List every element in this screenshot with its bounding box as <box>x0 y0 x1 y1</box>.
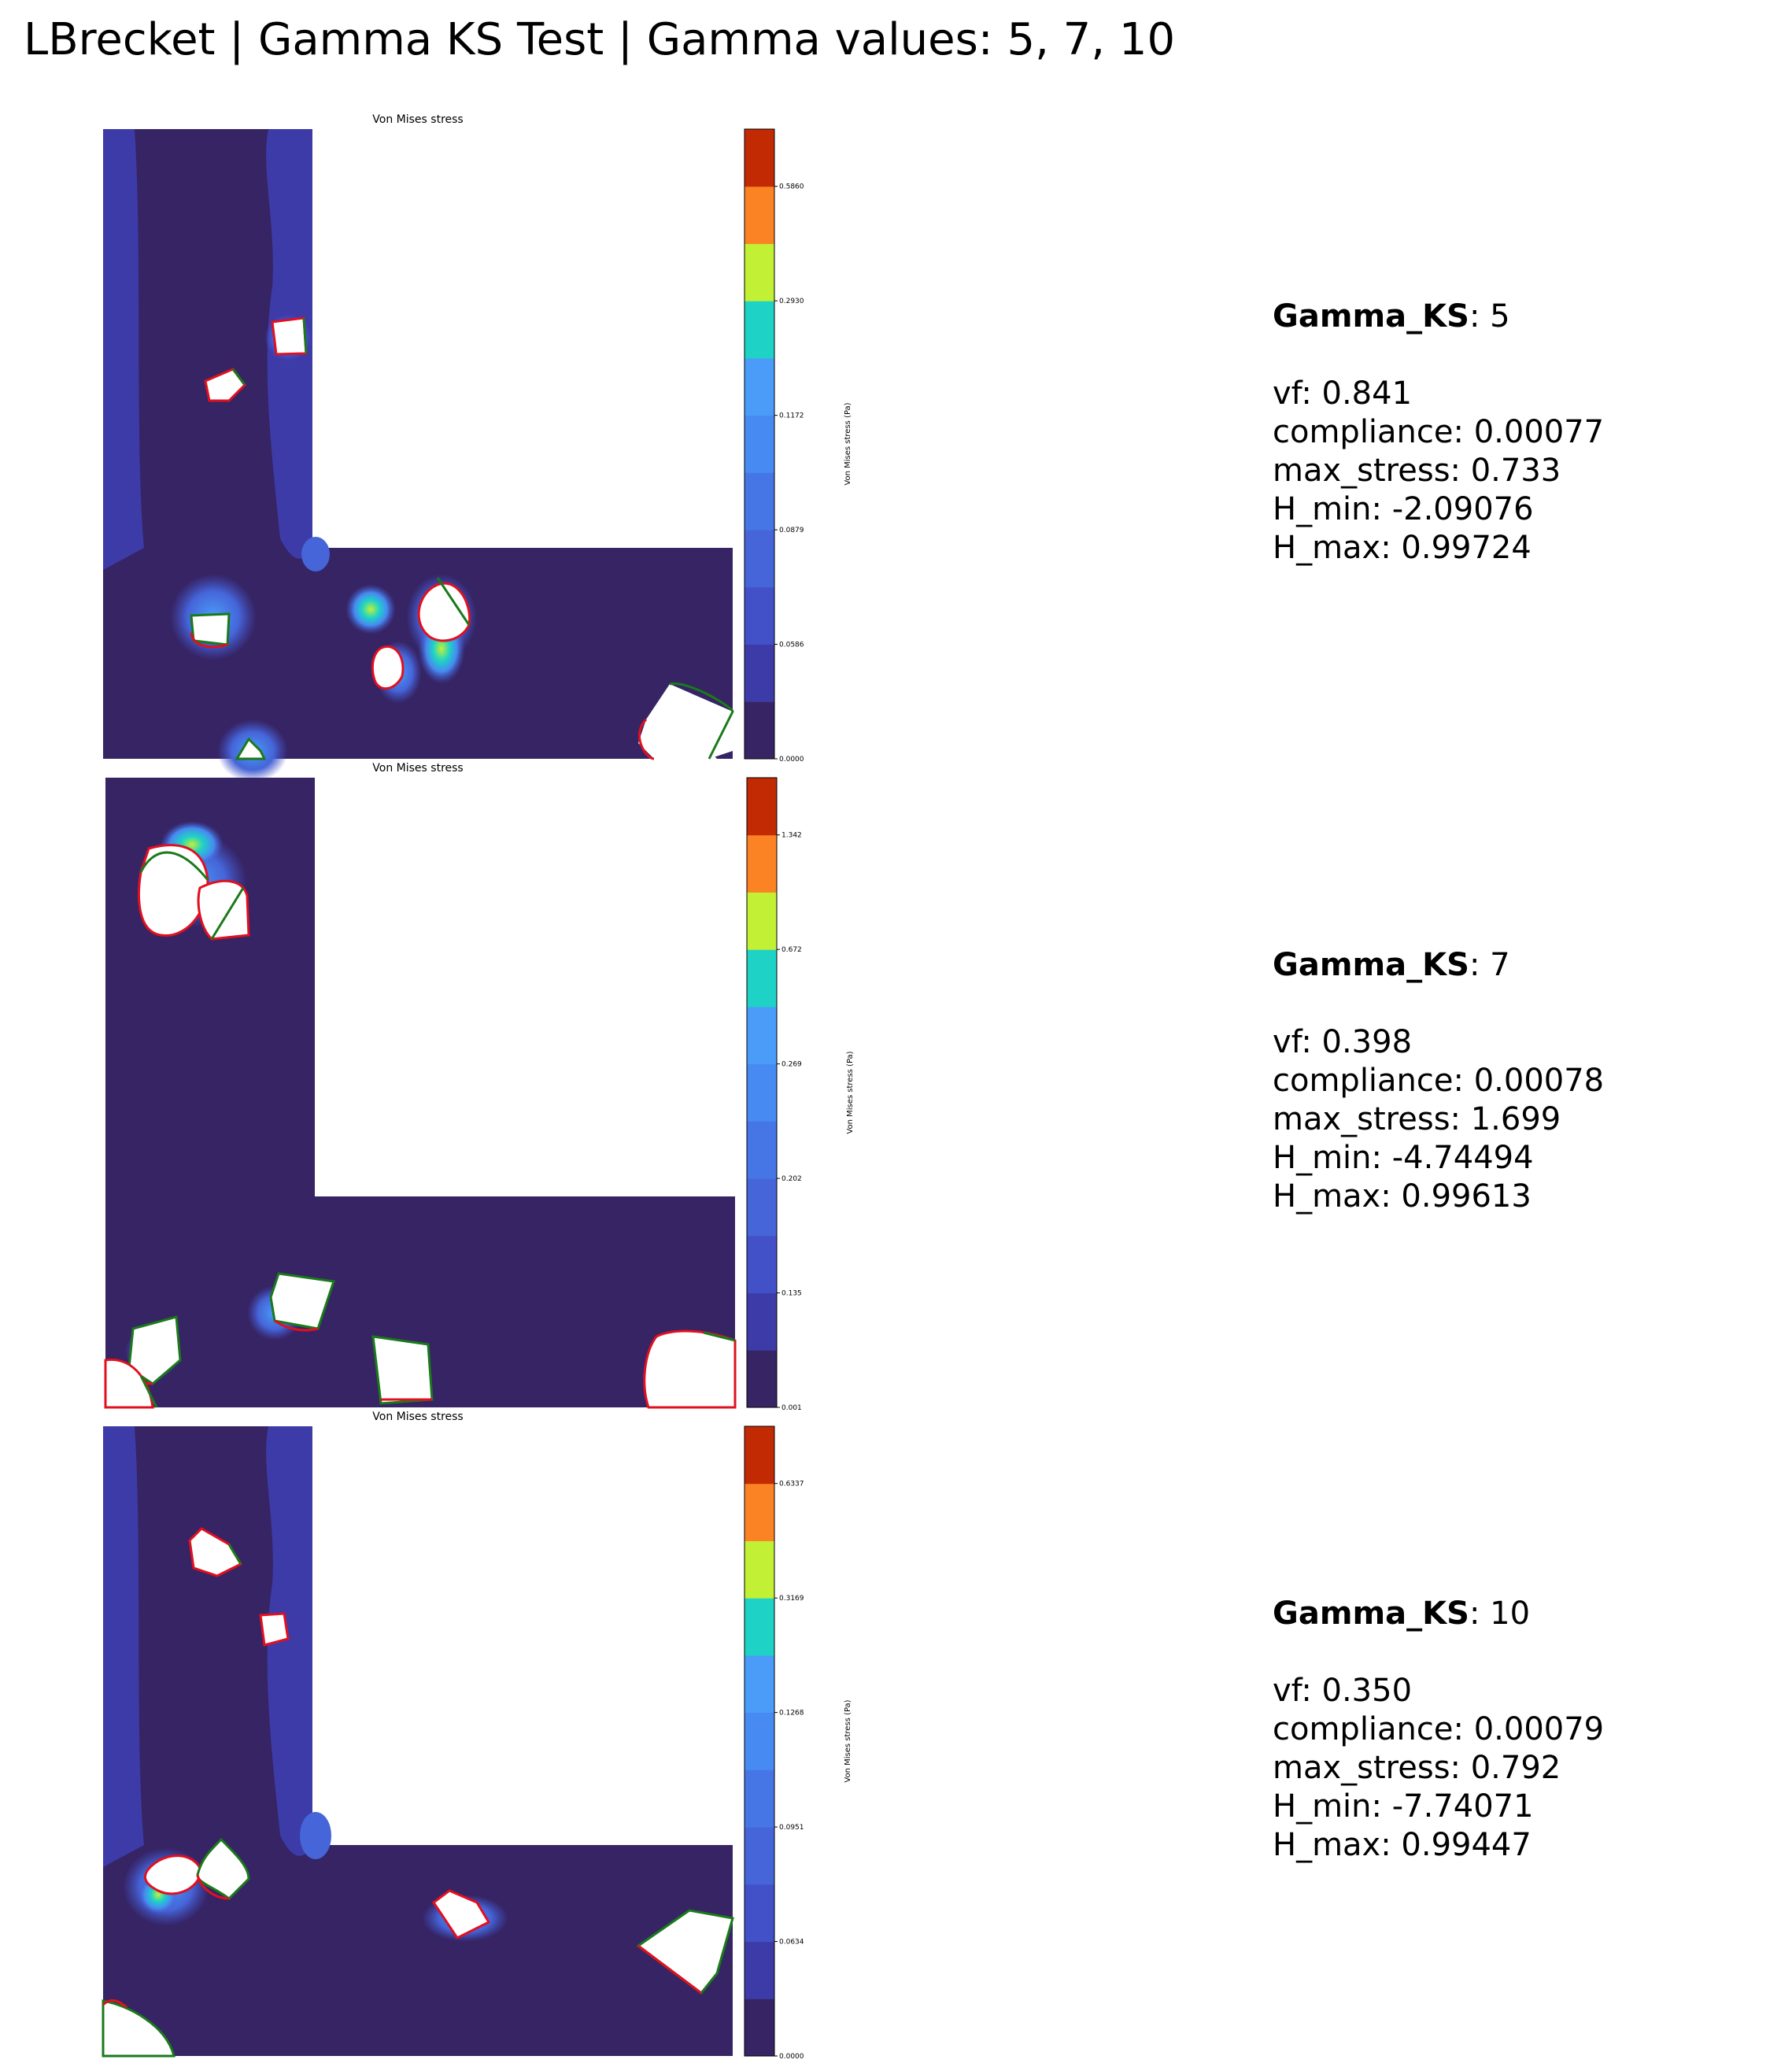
colorbar-tick-label: 0.135 <box>781 1290 802 1298</box>
colorbar-axis-label: Von Mises stress (Pa) <box>844 1699 852 1782</box>
gamma-label-3: Gamma_KS <box>1273 1596 1469 1632</box>
stat-max-stress-1: max_stress: 0.733 <box>1273 453 1561 489</box>
colorbar-band <box>745 243 774 301</box>
colorbar-band <box>745 472 774 531</box>
colorbar-band <box>747 1292 777 1351</box>
stat-compliance-3: compliance: 0.00079 <box>1273 1711 1605 1747</box>
colorbar-tick-label: 0.0951 <box>779 1824 804 1832</box>
colorbar-band <box>745 701 774 760</box>
colorbar-tick-label: 0.202 <box>781 1175 802 1183</box>
colorbar-tick-label: 0.0879 <box>779 527 804 534</box>
colorbar-band <box>745 357 774 416</box>
colorbar-tick-label: 0.001 <box>781 1404 802 1412</box>
plot-title-1: Von Mises stress <box>372 113 464 126</box>
colorbar-frame <box>744 128 775 760</box>
colorbar-band <box>745 186 774 244</box>
colorbar-axis-label: Von Mises stress (Pa) <box>844 402 852 485</box>
stat-vf-2: vf: 0.398 <box>1273 1024 1413 1060</box>
colorbar-2: 0.001 0.135 0.202 0.269 0.672 1.342 Von Mises … <box>746 777 855 1412</box>
colorbar-tick-label: 0.3169 <box>779 1595 804 1603</box>
colorbar-tick-label: 0.6337 <box>779 1481 804 1488</box>
colorbar-tick-label: 1.342 <box>781 832 802 840</box>
l-bracket-domain <box>105 778 735 1407</box>
stat-vf-3: vf: 0.350 <box>1273 1673 1413 1709</box>
colorbar-tick-label: 0.0586 <box>779 642 804 649</box>
colorbar-band <box>745 1884 774 1943</box>
stats-block-2: Gamma_KS: 7 vf: 0.398 compliance: 0.0007… <box>1273 946 1604 1216</box>
colorbar-band <box>745 586 774 645</box>
colorbar-3: 0.0000 0.0634 0.0951 0.1268 0.3169 0.6337 Von … <box>744 1425 852 2061</box>
colorbar-frame <box>746 777 778 1408</box>
colorbar-band <box>745 530 774 588</box>
colorbar-band <box>745 129 774 187</box>
stat-max-stress-2: max_stress: 1.699 <box>1273 1101 1561 1137</box>
gamma-value-3: : 10 <box>1469 1596 1531 1632</box>
plot-title-2: Von Mises stress <box>372 762 464 775</box>
colorbar-tick-label: 0.2930 <box>779 298 804 305</box>
colorbar-band <box>747 949 777 1008</box>
l-bracket-domain <box>103 129 733 759</box>
stat-h-max-1: H_max: 0.99724 <box>1273 530 1532 566</box>
colorbar-band <box>747 778 777 836</box>
stats-block-3: Gamma_KS: 10 vf: 0.350 compliance: 0.000… <box>1273 1595 1604 1865</box>
colorbar-band <box>747 1178 777 1237</box>
stat-compliance-2: compliance: 0.00078 <box>1273 1063 1605 1099</box>
colorbar-tick-label: 0.269 <box>781 1061 802 1069</box>
colorbar-band <box>747 1350 777 1408</box>
colorbar-band <box>745 1827 774 1885</box>
colorbar-band <box>745 1598 774 1656</box>
colorbar-band <box>745 644 774 702</box>
colorbar-tick-label: 0.0000 <box>779 2053 804 2061</box>
colorbar-band <box>747 892 777 950</box>
stat-h-max-2: H_max: 0.99613 <box>1273 1178 1532 1215</box>
stress-plot-1 <box>103 129 734 782</box>
stat-vf-1: vf: 0.841 <box>1273 375 1413 412</box>
colorbar-band <box>745 301 774 359</box>
colorbar-tick-label: 0.1268 <box>779 1710 804 1718</box>
gamma-label-1: Gamma_KS <box>1273 298 1469 335</box>
colorbar-band <box>747 834 777 893</box>
gamma-value-1: : 5 <box>1469 298 1510 335</box>
holes <box>104 844 737 1409</box>
colorbar-frame <box>744 1425 775 2057</box>
colorbar-band <box>745 1540 774 1599</box>
stat-h-min-3: H_min: -7.74071 <box>1273 1788 1534 1825</box>
colorbar-band <box>745 1999 774 2057</box>
colorbar-band <box>747 1063 777 1122</box>
colorbar-1: 0.0000 0.0586 0.0879 0.1172 0.2930 0.5860 Von … <box>744 128 852 764</box>
colorbar-tick-label: 0.5860 <box>779 183 804 191</box>
holes <box>102 1527 734 2058</box>
stat-h-min-2: H_min: -4.74494 <box>1273 1140 1534 1176</box>
stats-block-1: Gamma_KS: 5 vf: 0.841 compliance: 0.0007… <box>1273 298 1604 568</box>
gamma-value-2: : 7 <box>1469 947 1510 983</box>
colorbar-band <box>745 1655 774 1714</box>
colorbar-band <box>745 1941 774 1999</box>
colorbar-tick-label: 0.672 <box>781 946 802 954</box>
colorbar-band <box>747 1235 777 1294</box>
stat-h-min-1: H_min: -2.09076 <box>1273 491 1534 527</box>
gamma-label-2: Gamma_KS <box>1273 947 1469 983</box>
stress-plot-3 <box>102 1426 734 2058</box>
colorbar-tick-label: 0.0634 <box>779 1939 804 1947</box>
holes <box>190 316 734 760</box>
stat-compliance-1: compliance: 0.00077 <box>1273 414 1605 450</box>
colorbar-band <box>745 415 774 473</box>
colorbar-band <box>745 1769 774 1828</box>
colorbar-tick-label: 0.1172 <box>779 412 804 420</box>
colorbar-band <box>747 1006 777 1065</box>
stat-max-stress-3: max_stress: 0.792 <box>1273 1750 1561 1786</box>
plot-title-3: Von Mises stress <box>372 1411 464 1423</box>
colorbar-band <box>745 1483 774 1541</box>
stress-plot-2 <box>104 778 737 1409</box>
colorbar-band <box>747 1121 777 1179</box>
stat-h-max-3: H_max: 0.99447 <box>1273 1827 1532 1863</box>
colorbar-band <box>745 1712 774 1770</box>
colorbar-band <box>745 1426 774 1485</box>
colorbar-tick-label: 0.0000 <box>779 756 804 764</box>
page-title: LBrecket | Gamma KS Test | Gamma values:… <box>24 14 1176 65</box>
colorbar-axis-label: Von Mises stress (Pa) <box>846 1051 855 1133</box>
l-bracket-domain <box>103 1426 733 2056</box>
